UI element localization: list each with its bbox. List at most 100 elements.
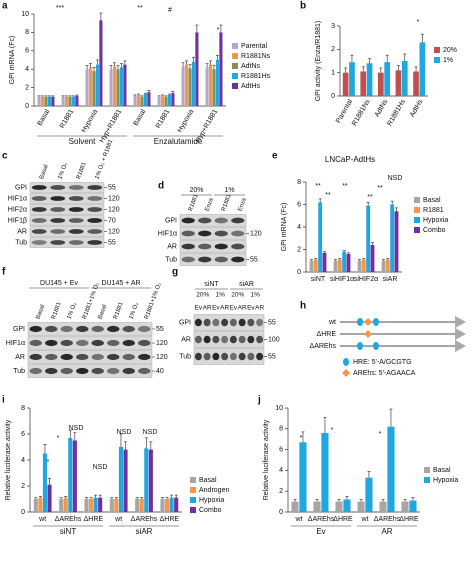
lane-label: R1881: [113, 301, 125, 320]
blot-band: [45, 339, 58, 347]
blot-band: [29, 339, 42, 347]
y-tick-label: 4: [279, 467, 283, 474]
blot-band: [198, 256, 212, 263]
blot-strip: [179, 214, 247, 227]
y-tick-label: 0: [279, 509, 283, 516]
bar: [135, 499, 140, 512]
lane-label: Basal: [35, 304, 46, 320]
bar: [385, 259, 390, 272]
bar: [413, 71, 419, 96]
blot-band: [50, 207, 66, 212]
blot-band: [231, 217, 245, 224]
bar: [99, 20, 103, 106]
bar: [195, 32, 199, 106]
y-tick-label: 4: [297, 224, 301, 231]
bar: [88, 67, 93, 106]
blot-band: [203, 318, 211, 327]
legend-label: Androgen: [199, 487, 229, 494]
lane-label: 1% O₂: [57, 161, 69, 180]
lane-label: R1881: [51, 301, 63, 320]
lane-label: AR: [203, 305, 212, 312]
construct-label: ΔHRE: [317, 331, 337, 338]
group-label: Solvent: [69, 137, 96, 146]
y-tick-label: 0: [25, 103, 29, 110]
size-marker: 120: [108, 206, 120, 213]
bar: [84, 499, 89, 512]
size-marker: 55: [268, 353, 276, 360]
size-marker: 55: [156, 326, 164, 333]
bar: [208, 64, 213, 106]
bar: [219, 32, 223, 106]
bar: [44, 96, 48, 106]
annotation: *: [47, 459, 50, 466]
legend-label: AdtNs: [241, 63, 261, 70]
bar: [361, 259, 366, 272]
annotation: **: [315, 183, 321, 190]
bar: [64, 96, 69, 106]
blot-band: [107, 367, 120, 375]
blot-band: [68, 196, 84, 201]
group-label: Ev: [316, 527, 325, 536]
lane-label: Ev: [230, 305, 238, 312]
legend-swatch: [232, 83, 238, 89]
size-marker: 120: [108, 195, 120, 202]
legend-swatch: [190, 477, 196, 483]
annotation: **: [342, 183, 348, 190]
annotation: **: [137, 5, 143, 12]
lane-label: Basal: [97, 304, 108, 320]
x-tick-label: ΔAREhs: [131, 516, 158, 523]
legend-swatch: [414, 207, 420, 213]
annotation: **: [325, 192, 331, 199]
hre-site: [373, 318, 379, 326]
blot-band: [214, 230, 228, 237]
legend-are: [342, 369, 350, 377]
blot-band: [68, 218, 84, 223]
annotation: NSD: [117, 429, 132, 436]
bar: [299, 442, 307, 512]
blot-band: [31, 218, 47, 223]
arrowhead: [455, 316, 466, 328]
panel-letter: j: [257, 395, 261, 406]
blot-band: [247, 318, 255, 327]
y-tick-label: 8: [297, 179, 301, 186]
blot-band: [212, 318, 220, 327]
y-tick-label: 1: [331, 70, 335, 77]
hre-site: [357, 318, 363, 326]
diagram-legend: AREhs: 5'-AGAACA: [353, 370, 416, 377]
y-axis-label: Relative luciferase activity: [5, 419, 12, 500]
panel-letter: i: [2, 395, 5, 406]
blot-band: [91, 353, 104, 361]
blot-band: [214, 256, 228, 263]
legend-label: Hypoxia: [423, 217, 448, 224]
blot-band: [231, 230, 245, 237]
blot-band: [231, 243, 245, 250]
size-marker: 120: [156, 340, 168, 347]
panel-letter: b: [300, 1, 306, 12]
bar: [419, 42, 426, 96]
y-axis-label: GPI mRNA (Fc): [281, 203, 288, 252]
lane-label: AR: [238, 305, 247, 312]
size-marker: 40: [156, 368, 164, 375]
blot-band: [221, 335, 229, 344]
legend-label: Hypoxia: [433, 477, 458, 484]
lane-label: Ev: [195, 305, 203, 312]
size-marker: 120: [108, 228, 120, 235]
annotation: ***: [56, 5, 64, 12]
x-tick-label: Basal: [133, 108, 148, 127]
legend-label: Basal: [433, 467, 451, 474]
blot-band: [31, 229, 47, 234]
lane-label: AR: [255, 305, 264, 312]
blot-band: [229, 318, 237, 327]
blot-band: [231, 256, 245, 263]
blot-band: [181, 256, 195, 263]
panel-letter: a: [2, 1, 8, 12]
legend-label: Combo: [423, 227, 446, 234]
size-marker: 120: [250, 230, 262, 237]
row-label: GPI: [13, 326, 25, 333]
blot-band: [45, 325, 58, 333]
bar: [112, 66, 117, 106]
bar: [381, 260, 386, 272]
diagram-legend: HRE: 5'-A/GCGTG: [353, 359, 412, 366]
blot-band: [212, 335, 220, 344]
